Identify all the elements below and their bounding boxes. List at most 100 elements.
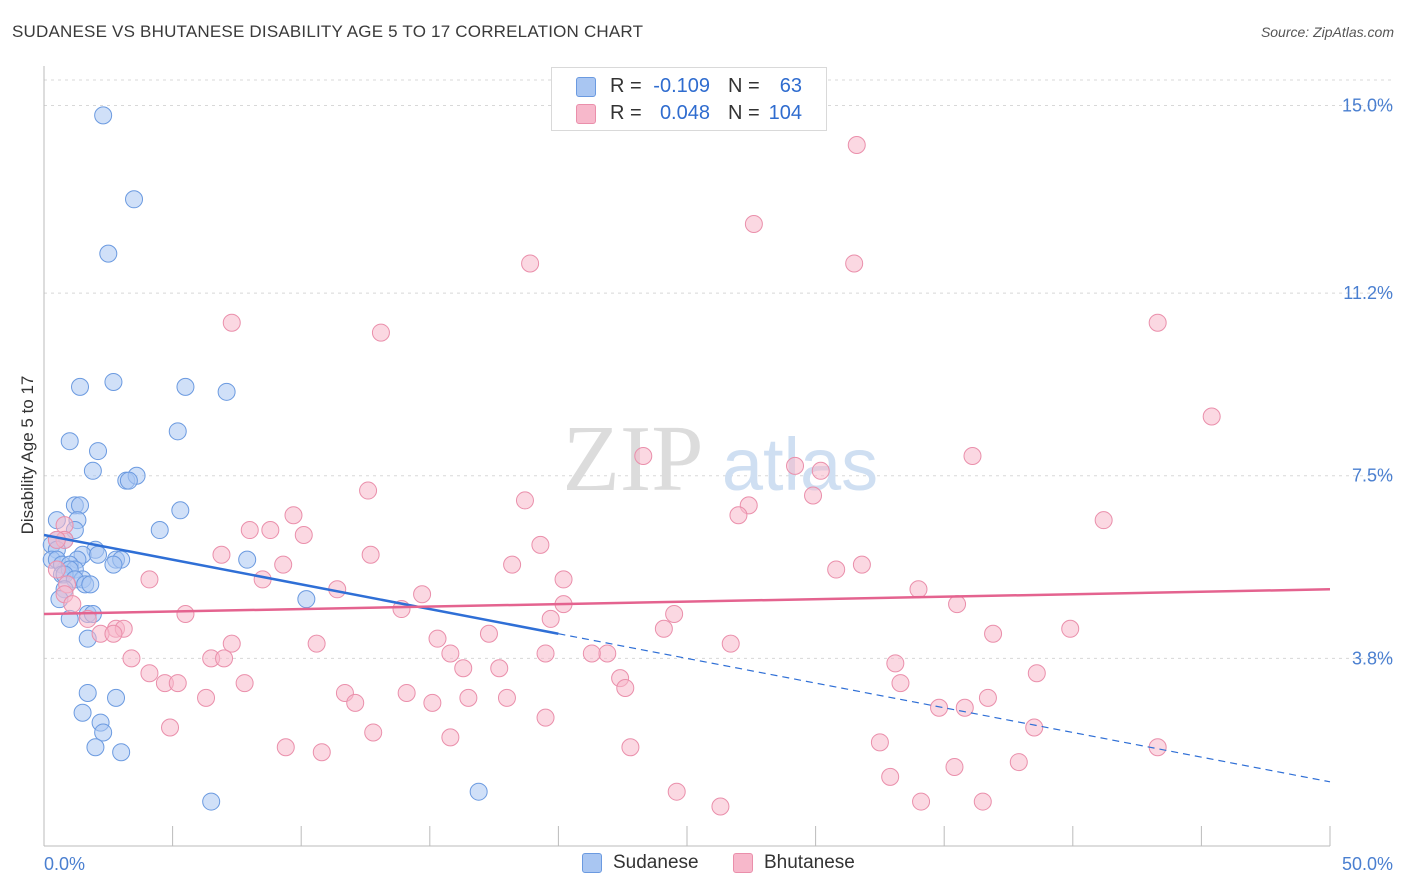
bhutanese-point (598, 644, 617, 663)
legend-r-label: R = (610, 102, 642, 124)
bhutanese-point (140, 570, 159, 589)
bhutanese-point (423, 693, 442, 712)
bhutanese-point (1009, 753, 1028, 772)
bhutanese-point (721, 634, 740, 653)
bhutanese-point (122, 649, 141, 668)
bhutanese-swatch (733, 853, 753, 873)
sudanese-point (83, 461, 102, 480)
sudanese-point (176, 377, 195, 396)
sudanese-point (99, 244, 118, 263)
bhutanese-point (490, 659, 509, 678)
bhutanese-point (497, 688, 516, 707)
bhutanese-point (616, 679, 635, 698)
bhutanese-point (235, 674, 254, 693)
sudanese-point (86, 738, 105, 757)
sudanese-point (104, 372, 123, 391)
bhutanese-point (371, 323, 390, 342)
bhutanese-point (215, 649, 234, 668)
bhutanese-point (47, 560, 66, 579)
sudanese-point (94, 106, 113, 125)
legend: R = -0.109 N = 63 R = 0.048 N = 104 (551, 67, 827, 131)
bhutanese-point (912, 792, 931, 811)
sudanese-point (104, 555, 123, 574)
sudanese-point (94, 723, 113, 742)
bhutanese-point (847, 135, 866, 154)
sudanese-point (150, 521, 169, 540)
bhutanese-point (891, 674, 910, 693)
bhutanese-point (744, 214, 763, 233)
bhutanese-point (212, 545, 231, 564)
legend-row-sudanese: R = -0.109 N = 63 (552, 74, 826, 100)
sudanese-swatch (576, 77, 596, 97)
sudanese-point (217, 382, 236, 401)
y-axis-label: Disability Age 5 to 17 (18, 376, 37, 535)
bhutanese-point (1027, 664, 1046, 683)
bhutanese-point (276, 738, 295, 757)
sudanese-trend-line (43, 533, 559, 635)
legend-row-bhutanese: R = 0.048 N = 104 (552, 101, 826, 127)
bhutanese-point (881, 767, 900, 786)
bhutanese-point (852, 555, 871, 574)
bhutanese-points (47, 135, 1221, 816)
sudanese-point (81, 575, 100, 594)
bhutanese-point (811, 461, 830, 480)
sudanese-point (171, 501, 190, 520)
bhutanese-point (582, 644, 601, 663)
bhutanese-point (361, 545, 380, 564)
bhutanese-point (1094, 511, 1113, 530)
bhutanese-point (222, 634, 241, 653)
sudanese-points (42, 106, 488, 811)
legend-r-value-sudanese: -0.109 (653, 75, 710, 97)
sudanese-point (71, 377, 90, 396)
bottom-legend-label-sudanese: Sudanese (613, 852, 699, 873)
bhutanese-point (634, 447, 653, 465)
bhutanese-point (346, 693, 365, 712)
bhutanese-point (978, 688, 997, 707)
bhutanese-point (294, 525, 313, 544)
bhutanese-point (667, 782, 686, 801)
bhutanese-point (140, 664, 159, 683)
bhutanese-point (240, 521, 259, 540)
legend-r-label: R = (610, 75, 642, 97)
source-label: Source: ZipAtlas.com (1260, 24, 1394, 40)
bhutanese-point (955, 698, 974, 717)
bhutanese-point (413, 585, 432, 604)
sudanese-point (238, 550, 257, 569)
bhutanese-point (1202, 407, 1221, 426)
watermark-zip: ZIP (563, 407, 704, 511)
sudanese-point (60, 432, 79, 451)
bhutanese-point (827, 560, 846, 579)
sudanese-point (89, 442, 108, 461)
trend-lines (43, 533, 1331, 783)
legend-r-value-bhutanese: 0.048 (659, 102, 710, 124)
x-tick-label-max: 50.0% (1342, 854, 1393, 874)
bhutanese-point (711, 797, 730, 816)
y-tick-label: 7.5% (1352, 466, 1393, 486)
bhutanese-point (948, 595, 967, 614)
y-tick-labels: 3.8% 7.5% 11.2% 15.0% (1342, 95, 1393, 668)
sudanese-swatch (582, 853, 602, 873)
bhutanese-point (479, 624, 498, 643)
x-tick-label-min: 0.0% (44, 854, 85, 874)
bhutanese-point (804, 486, 823, 505)
bhutanese-point (665, 604, 684, 623)
bhutanese-point (541, 609, 560, 628)
sudanese-point (89, 545, 108, 564)
y-tick-label: 15.0% (1342, 95, 1393, 115)
bhutanese-point (441, 644, 460, 663)
sudanese-point (119, 471, 138, 490)
bhutanese-point (536, 644, 555, 663)
bhutanese-point (261, 521, 280, 540)
bottom-legend-label-bhutanese: Bhutanese (764, 852, 855, 873)
legend-n-value-sudanese: 63 (779, 75, 802, 97)
bhutanese-point (104, 624, 123, 643)
bhutanese-point (973, 792, 992, 811)
bhutanese-point (621, 738, 640, 757)
bhutanese-point (886, 654, 905, 673)
legend-n-label: N = (728, 102, 760, 124)
bhutanese-point (1025, 718, 1044, 737)
bhutanese-swatch (576, 104, 596, 124)
bhutanese-point (428, 629, 447, 648)
sudanese-trend-line-extension (558, 633, 1331, 783)
